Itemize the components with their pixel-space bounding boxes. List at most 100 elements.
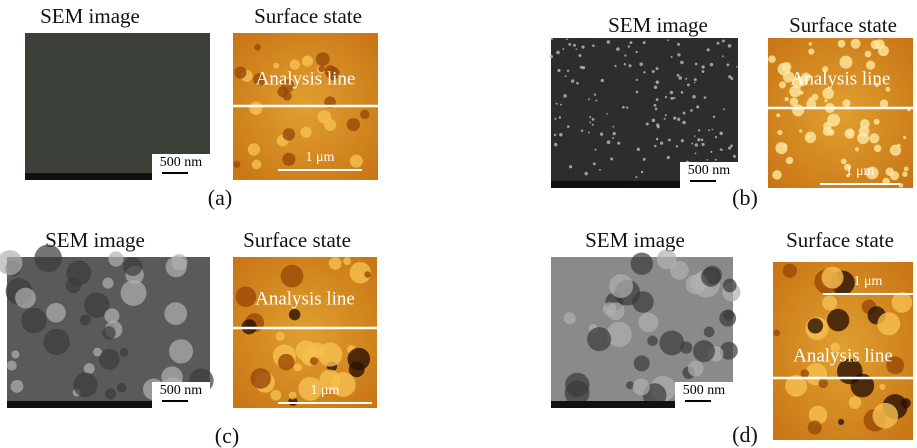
sem-grain <box>614 65 616 67</box>
sem-grain <box>656 67 659 70</box>
sem-grain <box>576 82 579 85</box>
afm-feature <box>772 170 782 180</box>
sem-grain <box>624 63 626 65</box>
sem-grain <box>670 91 673 94</box>
afm-feature <box>879 384 885 390</box>
sem-grain <box>559 116 561 118</box>
sem-grain <box>652 119 656 123</box>
sem-grain <box>636 91 639 94</box>
sem-grain <box>679 76 683 80</box>
afm-feature <box>808 318 823 333</box>
afm-feature <box>799 130 802 133</box>
sem-grain <box>641 171 643 173</box>
afm-scale-label: 1 μm <box>854 274 883 289</box>
sem-grain <box>601 79 604 82</box>
afm-feature <box>873 403 899 429</box>
sem-grain <box>589 121 591 123</box>
sem-title: SEM image <box>585 228 685 252</box>
afm-feature <box>283 128 296 141</box>
afm-feature <box>869 133 879 143</box>
afm-feature <box>885 168 893 176</box>
afm-feature <box>318 110 331 123</box>
afm-title: Surface state <box>243 228 351 252</box>
sem-grain <box>704 96 707 99</box>
sem-grain <box>7 361 17 371</box>
sem-grain <box>589 116 591 118</box>
sem-grain <box>636 79 638 81</box>
sem-grain <box>551 38 553 40</box>
afm-feature <box>784 97 788 101</box>
afm-feature <box>779 81 786 88</box>
sem-grain <box>668 139 671 142</box>
sem-grain <box>567 126 569 128</box>
sem-grain <box>576 48 578 50</box>
sem-grain <box>646 122 649 125</box>
sem-grain <box>688 361 704 377</box>
sem-grain <box>694 78 697 81</box>
sem-grain <box>654 104 657 107</box>
sem-grain <box>715 159 717 161</box>
sem-grain <box>698 129 700 131</box>
afm-feature <box>276 332 285 341</box>
sem-grain <box>587 327 611 351</box>
sem-grain <box>681 91 684 94</box>
sem-grain <box>643 41 646 44</box>
sem-grain <box>691 143 693 145</box>
panel-label: (b) <box>732 185 758 210</box>
sem-grain <box>84 363 95 374</box>
afm-feature <box>897 144 900 147</box>
afm-feature <box>824 99 827 102</box>
sem-grain <box>612 137 614 139</box>
sem-grain <box>719 310 736 327</box>
afm-feature <box>822 267 844 289</box>
afm-feature <box>904 167 909 172</box>
sem-grain <box>671 56 673 58</box>
sem-grain <box>581 46 584 49</box>
sem-grain <box>628 45 630 47</box>
sem-grain <box>701 267 721 287</box>
sem-grain <box>43 329 69 355</box>
sem-grain <box>677 118 680 121</box>
sem-grain <box>730 77 733 80</box>
sem-grain <box>643 158 646 161</box>
sem-grain <box>638 313 658 333</box>
sem-grain <box>719 132 722 135</box>
sem-grain <box>568 43 571 46</box>
sem-grain <box>624 54 626 56</box>
afm-feature <box>294 363 302 371</box>
sem-grain <box>11 350 19 358</box>
sem-grain <box>687 83 690 86</box>
sem-grain <box>665 114 667 116</box>
sem-grain <box>581 130 583 132</box>
afm-feature <box>874 145 881 152</box>
afm-feature <box>364 271 371 278</box>
sem-grain <box>563 94 567 98</box>
sem-grain <box>681 139 684 142</box>
sem-grain <box>573 44 576 47</box>
sem-grain <box>710 151 712 153</box>
sem-grain <box>690 109 693 112</box>
sem-grain <box>567 70 569 72</box>
afm-feature <box>860 119 870 129</box>
sem-grain <box>80 314 91 325</box>
sem-grain <box>21 308 46 333</box>
sem-grain <box>595 149 597 151</box>
panel-label: (c) <box>215 423 239 448</box>
sem-grain <box>682 121 686 125</box>
afm-title: Surface state <box>254 4 362 28</box>
sem-grain <box>99 349 120 370</box>
afm-feature <box>799 91 803 95</box>
afm-feature <box>347 118 360 131</box>
sem-scale-label: 500 nm <box>683 383 726 398</box>
sem-title: SEM image <box>608 13 708 37</box>
sem-grain <box>693 340 715 362</box>
sem-grain <box>630 41 633 44</box>
sem-grain <box>169 339 193 363</box>
sem-grain <box>123 257 142 276</box>
sem-grain <box>562 48 564 50</box>
afm-feature <box>282 153 295 166</box>
afm-feature <box>233 161 240 168</box>
sem-grain <box>600 132 603 135</box>
afm-feature <box>783 144 787 148</box>
sem-grain <box>629 64 632 67</box>
